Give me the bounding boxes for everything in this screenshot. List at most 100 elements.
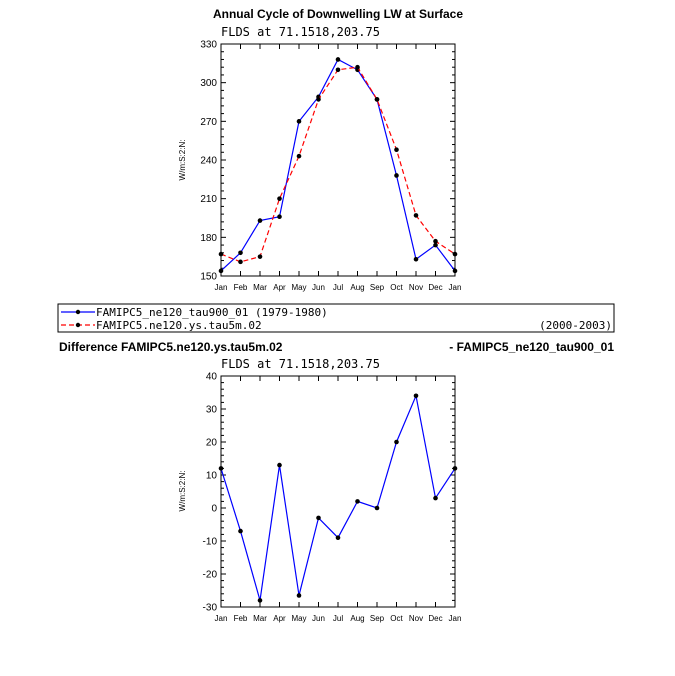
x-tick-label: Aug — [350, 614, 364, 623]
y-tick-label: -20 — [203, 570, 218, 581]
y-tick-label: -10 — [203, 537, 218, 548]
data-point — [218, 466, 224, 471]
x-tick-label: Nov — [409, 283, 423, 292]
chart2-y-label: W/m:S:2:N: — [178, 471, 187, 512]
y-tick-label: 180 — [200, 233, 217, 244]
data-point — [452, 251, 458, 257]
chart1-x-ticks: Jan Feb Mar Apr May Jun Jul Aug Sep Oct Nov Dec Jan — [215, 44, 462, 292]
data-point — [394, 439, 399, 445]
diff-title-right: - FAMIPC5_ne120_tau900_01 — [449, 340, 614, 354]
x-tick-label: Dec — [428, 283, 442, 292]
x-tick-label: Sep — [370, 283, 385, 292]
x-tick-label: Mar — [253, 283, 267, 292]
x-tick-label: Jan — [215, 283, 228, 292]
chart2-frame — [220, 375, 456, 608]
x-tick-label: Jan — [449, 614, 462, 623]
series-line-1 — [220, 58, 456, 272]
legend-marker-2 — [75, 322, 81, 328]
data-point — [277, 196, 282, 201]
data-point — [316, 97, 321, 102]
chart1-y-ticks: 150 180 210 240 270 300 330 — [200, 40, 455, 283]
legend-marker-1 — [75, 309, 81, 315]
data-point — [257, 218, 263, 223]
diff-title-left: Difference FAMIPC5.ne120.ys.tau5m.02 — [59, 340, 283, 354]
data-point — [238, 528, 243, 534]
chart2-series — [218, 393, 458, 603]
chart1-frame — [220, 43, 456, 277]
data-point — [433, 495, 438, 501]
data-point — [296, 119, 302, 124]
data-point — [218, 251, 224, 257]
x-tick-label: Nov — [409, 614, 423, 623]
data-point — [257, 598, 263, 603]
data-point — [335, 57, 341, 62]
x-tick-label: Oct — [390, 283, 403, 292]
y-tick-label: 300 — [200, 78, 217, 89]
chart1-subtitle: FLDS at 71.1518,203.75 — [221, 25, 380, 39]
chart1-y-label: W/m:S:2:N: — [178, 140, 187, 181]
y-tick-label: 40 — [206, 372, 218, 383]
x-tick-label: May — [291, 283, 306, 292]
x-tick-label: Apr — [273, 614, 286, 623]
data-point — [335, 67, 341, 73]
data-point — [296, 153, 302, 159]
legend-period-2: (2000-2003) — [539, 319, 612, 332]
figure-title: Annual Cycle of Downwelling LW at Surfac… — [213, 7, 463, 21]
x-tick-label: Jul — [333, 614, 343, 623]
data-point — [413, 213, 419, 218]
x-tick-label: Jan — [215, 614, 228, 623]
x-tick-label: Jan — [449, 283, 462, 292]
data-point — [452, 466, 458, 471]
y-tick-label: 270 — [200, 117, 217, 128]
data-point — [277, 214, 282, 220]
data-point — [355, 499, 360, 504]
chart2-subtitle: FLDS at 71.1518,203.75 — [221, 357, 380, 371]
data-point — [394, 173, 399, 178]
y-tick-label: 20 — [206, 438, 218, 449]
x-tick-label: Mar — [253, 614, 267, 623]
chart1-series — [218, 57, 458, 274]
data-point — [413, 256, 419, 262]
chart-difference: -30 -20 -10 0 10 20 30 40 Jan Feb Mar Apr May Jun Jul… — [178, 372, 461, 624]
data-point — [218, 268, 224, 274]
data-point — [316, 515, 321, 521]
data-point — [335, 535, 341, 540]
data-point — [394, 147, 399, 152]
data-point — [257, 254, 263, 259]
x-tick-label: Jun — [312, 283, 325, 292]
data-point — [277, 462, 282, 468]
y-tick-label: 0 — [211, 504, 217, 515]
series-line-2 — [220, 66, 456, 263]
legend-label-1: FAMIPC5_ne120_tau900_01 (1979-1980) — [96, 306, 328, 319]
data-point — [355, 64, 360, 70]
y-tick-label: 150 — [200, 272, 217, 283]
data-point — [433, 238, 438, 244]
y-tick-label: 240 — [200, 156, 217, 167]
data-point — [413, 393, 419, 399]
x-tick-label: Apr — [273, 283, 286, 292]
legend-label-2: FAMIPC5.ne120.ys.tau5m.02 — [96, 319, 262, 332]
data-point — [452, 268, 458, 274]
data-point — [296, 593, 302, 598]
data-point — [238, 250, 243, 256]
chart2-y-ticks: -30 -20 -10 0 10 20 30 40 — [203, 372, 455, 614]
data-point — [433, 242, 438, 248]
x-tick-label: Feb — [234, 283, 248, 292]
x-tick-label: Jun — [312, 614, 325, 623]
chart-annual-cycle: 150 180 210 240 270 300 330 Jan Feb Mar Apr May Jun… — [178, 40, 461, 293]
data-point — [374, 505, 380, 511]
x-tick-label: Dec — [428, 614, 442, 623]
chart2-x-ticks: Jan Feb Mar Apr May Jun Jul Aug Sep Oct Nov Dec Jan — [215, 376, 462, 623]
x-tick-label: Aug — [350, 283, 364, 292]
x-tick-label: Sep — [370, 614, 385, 623]
x-tick-label: Jul — [333, 283, 343, 292]
y-tick-label: 330 — [200, 40, 217, 51]
series-line-1 — [220, 393, 456, 601]
y-tick-label: 30 — [206, 405, 218, 416]
data-point — [238, 259, 243, 265]
y-tick-label: 210 — [200, 194, 217, 205]
legend-box — [57, 303, 615, 333]
y-tick-label: -30 — [203, 603, 218, 614]
x-tick-label: Feb — [234, 614, 248, 623]
